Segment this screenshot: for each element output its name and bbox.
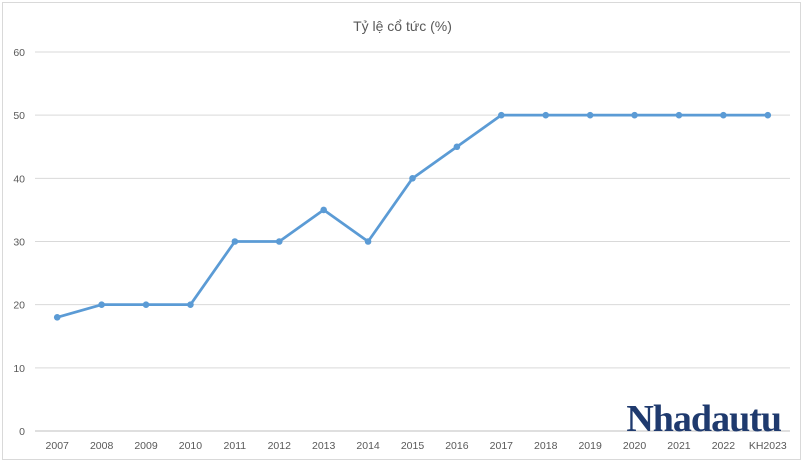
- data-point: [409, 175, 416, 182]
- data-point: [453, 143, 461, 151]
- data-point: [142, 301, 150, 308]
- y-tick-label: 60: [13, 47, 25, 59]
- x-tick-label: KH2023: [749, 440, 787, 452]
- data-point: [764, 111, 772, 119]
- x-tick-label: 2019: [578, 440, 602, 452]
- x-tick-label: 2017: [490, 440, 514, 452]
- y-axis-ticks: 0 10 20 30 40 50 60: [13, 47, 25, 438]
- data-point: [675, 111, 683, 119]
- x-tick-label: 2013: [312, 440, 336, 452]
- data-point: [231, 238, 239, 245]
- data-point: [275, 238, 283, 245]
- gridlines: [35, 51, 790, 432]
- x-tick-label: 2020: [623, 440, 647, 452]
- y-tick-label: 40: [13, 173, 25, 185]
- data-point: [98, 301, 105, 308]
- x-axis-ticks: 2007 2008 2009 2010 2011 2012 2013 2014 2015 2016…: [46, 440, 787, 452]
- data-point: [320, 206, 327, 214]
- chart-title: Tỷ lệ cổ tức (%): [353, 18, 452, 34]
- data-point: [720, 111, 727, 119]
- x-tick-label: 2009: [134, 440, 158, 452]
- data-point: [364, 238, 372, 245]
- y-tick-label: 10: [13, 363, 25, 375]
- x-tick-label: 2008: [90, 440, 114, 452]
- data-point: [53, 314, 61, 321]
- x-tick-label: 2007: [46, 440, 70, 452]
- x-tick-label: 2010: [179, 440, 203, 452]
- x-tick-label: 2012: [268, 440, 292, 452]
- x-tick-label: 2011: [224, 440, 247, 452]
- x-tick-label: 2016: [445, 440, 469, 452]
- y-tick-label: 30: [13, 237, 25, 249]
- series: [53, 111, 772, 321]
- x-tick-label: 2022: [712, 440, 736, 452]
- y-tick-label: 50: [13, 110, 25, 122]
- watermark-logo: Nhadautu: [626, 398, 782, 440]
- x-tick-label: 2021: [667, 440, 691, 452]
- x-tick-label: 2015: [401, 440, 425, 452]
- data-point: [498, 111, 505, 119]
- series-line: [56, 113, 768, 319]
- data-point: [586, 111, 594, 119]
- x-tick-label: 2018: [534, 440, 558, 452]
- chart-frame: [2, 2, 801, 460]
- data-point: [631, 111, 638, 119]
- data-point: [187, 301, 194, 308]
- x-tick-label: 2014: [356, 440, 380, 452]
- y-tick-label: 20: [13, 300, 25, 312]
- data-point: [542, 111, 550, 119]
- y-tick-label: 0: [19, 426, 25, 438]
